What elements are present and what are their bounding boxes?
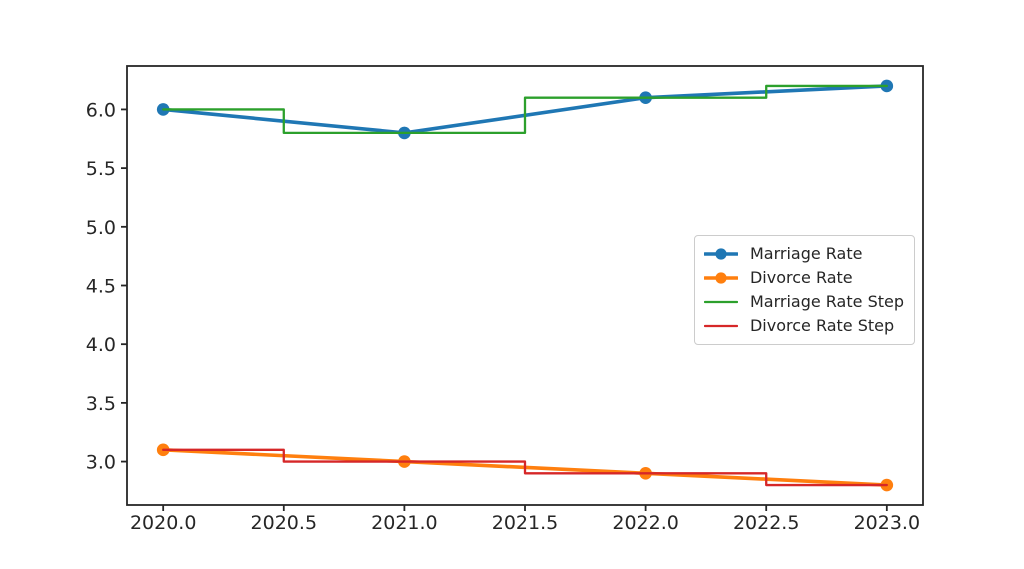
- y-tick-label: 5.0: [86, 217, 116, 239]
- x-tick-label: 2020.5: [251, 512, 317, 534]
- legend-entry: Marriage Rate: [703, 243, 904, 265]
- x-tick-label: 2021.0: [371, 512, 437, 534]
- legend-label: Divorce Rate Step: [749, 316, 895, 335]
- y-tick-label: 4.0: [86, 334, 116, 356]
- x-tick-label: 2021.5: [492, 512, 558, 534]
- legend-label: Divorce Rate: [749, 268, 853, 287]
- y-tick-label: 3.5: [86, 393, 116, 415]
- series-divorce-rate-step: [162, 448, 888, 487]
- legend-sample-line: [703, 324, 738, 328]
- legend-sample-line: [703, 300, 738, 304]
- legend-sample-line: [703, 272, 738, 284]
- x-tick-label: 2020.0: [130, 512, 196, 534]
- y-tick-label: 4.5: [86, 276, 116, 298]
- x-tick-label: 2022.5: [733, 512, 799, 534]
- x-tick-label: 2023.0: [854, 512, 920, 534]
- series-marriage-rate-step: [162, 84, 888, 135]
- legend-label: Marriage Rate Step: [749, 292, 904, 311]
- legend-entry: Divorce Rate: [703, 267, 904, 289]
- x-tick-label: 2022.0: [612, 512, 678, 534]
- legend-entry: Divorce Rate Step: [703, 315, 904, 337]
- y-tick-label: 5.5: [86, 158, 116, 180]
- legend-sample-line: [703, 248, 738, 260]
- y-tick-label: 3.0: [86, 452, 116, 474]
- legend: Marriage Rate Divorce Rate Marriage Rate S…: [693, 235, 915, 345]
- y-tick-label: 6.0: [86, 99, 116, 121]
- legend-entry: Marriage Rate Step: [703, 291, 904, 313]
- legend-label: Marriage Rate: [749, 244, 863, 263]
